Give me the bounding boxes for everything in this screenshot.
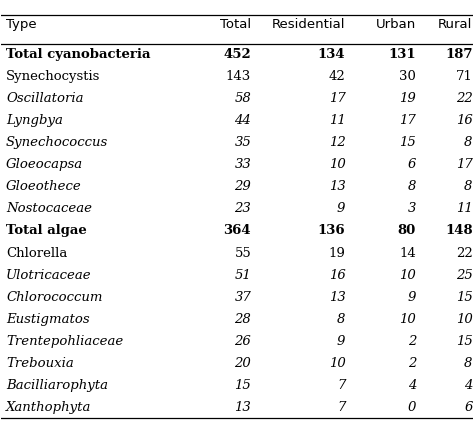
Text: 12: 12 bbox=[328, 136, 346, 149]
Text: 16: 16 bbox=[328, 268, 346, 282]
Text: 9: 9 bbox=[337, 202, 346, 215]
Text: 16: 16 bbox=[456, 114, 473, 127]
Text: 143: 143 bbox=[226, 70, 251, 83]
Text: 131: 131 bbox=[388, 48, 416, 61]
Text: 2: 2 bbox=[408, 335, 416, 348]
Text: Chlorella: Chlorella bbox=[6, 246, 67, 259]
Text: 28: 28 bbox=[234, 312, 251, 326]
Text: Residential: Residential bbox=[272, 18, 346, 31]
Text: 17: 17 bbox=[456, 158, 473, 171]
Text: Ulotricaceae: Ulotricaceae bbox=[6, 268, 92, 282]
Text: Total cyanobacteria: Total cyanobacteria bbox=[6, 48, 151, 61]
Text: 25: 25 bbox=[456, 268, 473, 282]
Text: 20: 20 bbox=[234, 357, 251, 370]
Text: Lyngbya: Lyngbya bbox=[6, 114, 63, 127]
Text: 0: 0 bbox=[408, 401, 416, 414]
Text: Rural: Rural bbox=[438, 18, 473, 31]
Text: 30: 30 bbox=[399, 70, 416, 83]
Text: 11: 11 bbox=[328, 114, 346, 127]
Text: 51: 51 bbox=[234, 268, 251, 282]
Text: 6: 6 bbox=[464, 401, 473, 414]
Text: 9: 9 bbox=[337, 335, 346, 348]
Text: 11: 11 bbox=[456, 202, 473, 215]
Text: 7: 7 bbox=[337, 401, 346, 414]
Text: 13: 13 bbox=[328, 180, 346, 193]
Text: 37: 37 bbox=[234, 290, 251, 304]
Text: 23: 23 bbox=[234, 202, 251, 215]
Text: 9: 9 bbox=[408, 290, 416, 304]
Text: 452: 452 bbox=[223, 48, 251, 61]
Text: 17: 17 bbox=[399, 114, 416, 127]
Text: 15: 15 bbox=[234, 379, 251, 392]
Text: 22: 22 bbox=[456, 92, 473, 105]
Text: 134: 134 bbox=[318, 48, 346, 61]
Text: 364: 364 bbox=[224, 224, 251, 237]
Text: 2: 2 bbox=[408, 357, 416, 370]
Text: 71: 71 bbox=[456, 70, 473, 83]
Text: 80: 80 bbox=[398, 224, 416, 237]
Text: Trentepohliaceae: Trentepohliaceae bbox=[6, 335, 123, 348]
Text: 19: 19 bbox=[399, 92, 416, 105]
Text: 10: 10 bbox=[328, 357, 346, 370]
Text: 4: 4 bbox=[464, 379, 473, 392]
Text: 19: 19 bbox=[328, 246, 346, 259]
Text: 15: 15 bbox=[399, 136, 416, 149]
Text: 8: 8 bbox=[464, 180, 473, 193]
Text: 8: 8 bbox=[464, 136, 473, 149]
Text: 44: 44 bbox=[234, 114, 251, 127]
Text: Xanthophyta: Xanthophyta bbox=[6, 401, 91, 414]
Text: 6: 6 bbox=[408, 158, 416, 171]
Text: 10: 10 bbox=[399, 312, 416, 326]
Text: Chlorococcum: Chlorococcum bbox=[6, 290, 102, 304]
Text: 55: 55 bbox=[234, 246, 251, 259]
Text: 13: 13 bbox=[328, 290, 346, 304]
Text: 42: 42 bbox=[328, 70, 346, 83]
Text: 35: 35 bbox=[234, 136, 251, 149]
Text: 17: 17 bbox=[328, 92, 346, 105]
Text: Type: Type bbox=[6, 18, 36, 31]
Text: 14: 14 bbox=[399, 246, 416, 259]
Text: 22: 22 bbox=[456, 246, 473, 259]
Text: 8: 8 bbox=[337, 312, 346, 326]
Text: 29: 29 bbox=[234, 180, 251, 193]
Text: 10: 10 bbox=[328, 158, 346, 171]
Text: 10: 10 bbox=[399, 268, 416, 282]
Text: 8: 8 bbox=[464, 357, 473, 370]
Text: 33: 33 bbox=[234, 158, 251, 171]
Text: Synechocystis: Synechocystis bbox=[6, 70, 100, 83]
Text: Synechococcus: Synechococcus bbox=[6, 136, 109, 149]
Text: Gloeothece: Gloeothece bbox=[6, 180, 82, 193]
Text: 136: 136 bbox=[318, 224, 346, 237]
Text: Gloeocapsa: Gloeocapsa bbox=[6, 158, 83, 171]
Text: 7: 7 bbox=[337, 379, 346, 392]
Text: Total: Total bbox=[220, 18, 251, 31]
Text: Eustigmatos: Eustigmatos bbox=[6, 312, 90, 326]
Text: Trebouxia: Trebouxia bbox=[6, 357, 74, 370]
Text: Urban: Urban bbox=[376, 18, 416, 31]
Text: Oscillatoria: Oscillatoria bbox=[6, 92, 83, 105]
Text: Total algae: Total algae bbox=[6, 224, 87, 237]
Text: 8: 8 bbox=[408, 180, 416, 193]
Text: Nostocaceae: Nostocaceae bbox=[6, 202, 92, 215]
Text: 58: 58 bbox=[234, 92, 251, 105]
Text: 4: 4 bbox=[408, 379, 416, 392]
Text: Bacilliarophyta: Bacilliarophyta bbox=[6, 379, 108, 392]
Text: 148: 148 bbox=[445, 224, 473, 237]
Text: 15: 15 bbox=[456, 290, 473, 304]
Text: 13: 13 bbox=[234, 401, 251, 414]
Text: 10: 10 bbox=[456, 312, 473, 326]
Text: 187: 187 bbox=[445, 48, 473, 61]
Text: 26: 26 bbox=[234, 335, 251, 348]
Text: 15: 15 bbox=[456, 335, 473, 348]
Text: 3: 3 bbox=[408, 202, 416, 215]
